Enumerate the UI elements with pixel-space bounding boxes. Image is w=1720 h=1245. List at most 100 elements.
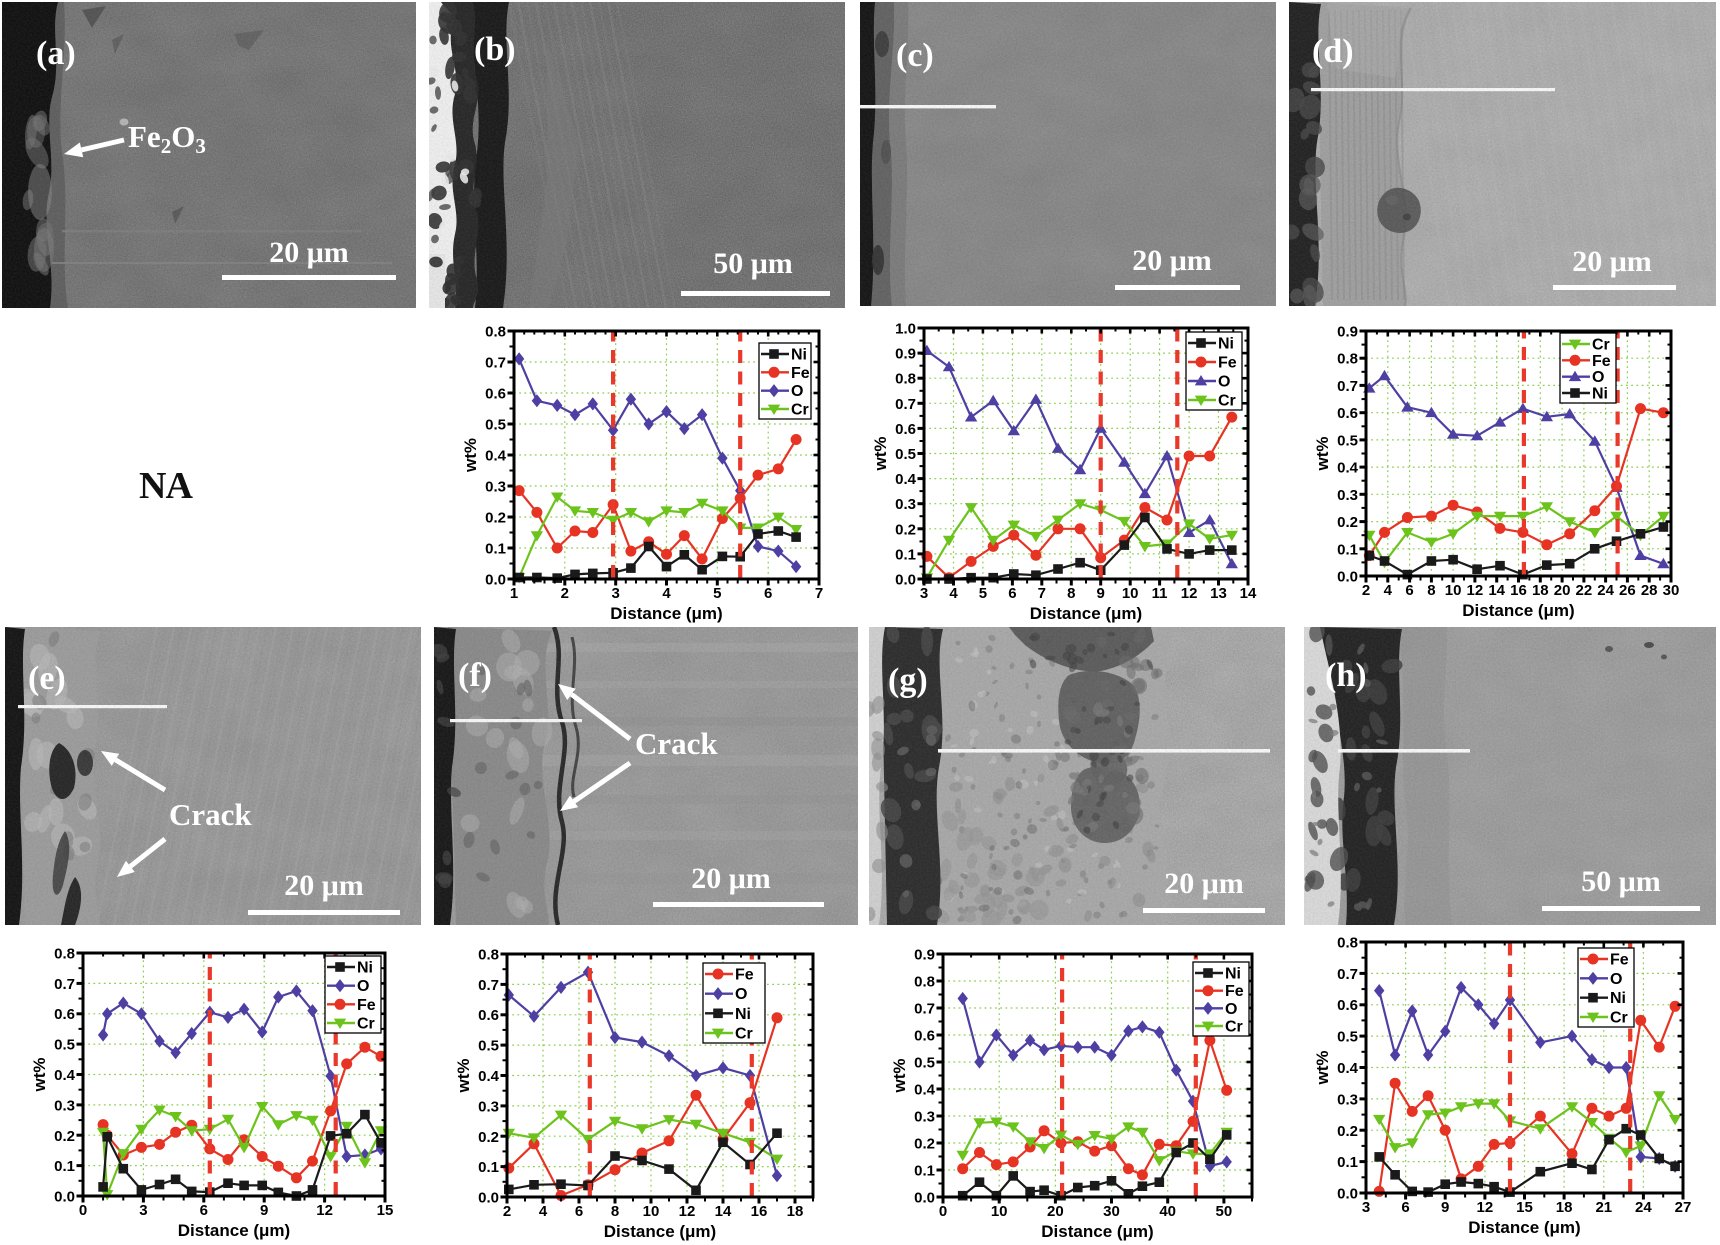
- svg-text:Ni: Ni: [1592, 386, 1608, 403]
- svg-text:14: 14: [715, 1203, 732, 1220]
- svg-text:0.7: 0.7: [914, 1001, 935, 1018]
- svg-text:4: 4: [539, 1203, 548, 1220]
- svg-text:wt%: wt%: [1313, 1051, 1332, 1086]
- svg-text:26: 26: [1619, 582, 1636, 599]
- svg-text:18: 18: [1556, 1199, 1573, 1216]
- svg-text:Fe: Fe: [1592, 353, 1611, 370]
- svg-text:(a): (a): [36, 35, 76, 72]
- svg-text:0.5: 0.5: [478, 1038, 499, 1055]
- svg-text:10: 10: [1445, 582, 1462, 599]
- svg-text:O: O: [791, 383, 803, 400]
- svg-text:22: 22: [1576, 582, 1593, 599]
- svg-text:6: 6: [1401, 1199, 1409, 1216]
- svg-text:0.2: 0.2: [478, 1129, 499, 1146]
- svg-text:O: O: [357, 978, 369, 995]
- svg-text:9: 9: [260, 1202, 268, 1219]
- svg-text:Cr: Cr: [357, 1016, 375, 1033]
- svg-text:4: 4: [949, 585, 958, 602]
- svg-text:0.4: 0.4: [54, 1067, 76, 1084]
- svg-text:0.7: 0.7: [1337, 966, 1358, 983]
- svg-text:13: 13: [1210, 585, 1227, 602]
- svg-text:15: 15: [1516, 1199, 1533, 1216]
- svg-text:0.5: 0.5: [914, 1055, 935, 1072]
- svg-text:3: 3: [920, 585, 928, 602]
- svg-text:2: 2: [503, 1203, 511, 1220]
- svg-text:(d): (d): [1312, 33, 1354, 70]
- svg-text:0.0: 0.0: [1337, 569, 1358, 586]
- svg-text:(e): (e): [28, 660, 66, 697]
- svg-text:11: 11: [1152, 585, 1168, 602]
- svg-text:0.4: 0.4: [1337, 460, 1359, 477]
- svg-text:6: 6: [575, 1203, 583, 1220]
- svg-text:0.8: 0.8: [1337, 935, 1358, 952]
- svg-text:0.3: 0.3: [54, 1097, 75, 1114]
- svg-text:Ni: Ni: [1218, 336, 1234, 353]
- svg-text:0.5: 0.5: [895, 446, 916, 463]
- svg-text:(b): (b): [474, 31, 516, 68]
- svg-text:0.7: 0.7: [54, 976, 75, 993]
- svg-text:7: 7: [815, 585, 823, 602]
- svg-text:3: 3: [139, 1202, 147, 1219]
- svg-text:0.4: 0.4: [914, 1082, 936, 1099]
- svg-text:0.8: 0.8: [54, 946, 75, 963]
- svg-text:0.2: 0.2: [1337, 1123, 1358, 1140]
- svg-text:wt%: wt%: [30, 1058, 49, 1093]
- svg-text:0.0: 0.0: [54, 1189, 75, 1206]
- svg-text:0.8: 0.8: [485, 324, 506, 341]
- svg-text:O: O: [1610, 971, 1622, 988]
- svg-text:0.8: 0.8: [478, 947, 499, 964]
- svg-text:20 μm: 20 μm: [269, 236, 349, 269]
- svg-text:0.9: 0.9: [1337, 324, 1358, 341]
- svg-text:0.7: 0.7: [895, 396, 916, 413]
- svg-text:0.4: 0.4: [485, 448, 507, 465]
- svg-text:Cr: Cr: [791, 402, 809, 419]
- svg-text:Cr: Cr: [1225, 1019, 1243, 1036]
- svg-text:Distance (μm): Distance (μm): [610, 604, 722, 623]
- svg-text:Cr: Cr: [1610, 1010, 1628, 1027]
- svg-text:0: 0: [79, 1202, 87, 1219]
- svg-text:0.5: 0.5: [485, 417, 506, 434]
- svg-text:Ni: Ni: [791, 347, 807, 364]
- svg-text:Fe: Fe: [357, 997, 376, 1014]
- svg-text:O: O: [1592, 369, 1604, 386]
- svg-text:16: 16: [1510, 582, 1527, 599]
- svg-text:0.6: 0.6: [485, 386, 506, 403]
- svg-text:4: 4: [662, 585, 671, 602]
- svg-text:Distance (μm): Distance (μm): [604, 1222, 716, 1241]
- svg-text:28: 28: [1641, 582, 1658, 599]
- svg-text:18: 18: [1532, 582, 1549, 599]
- svg-text:Distance (μm): Distance (μm): [1462, 601, 1574, 620]
- svg-text:20 μm: 20 μm: [1572, 245, 1652, 278]
- svg-text:Cr: Cr: [735, 1026, 753, 1043]
- svg-text:Ni: Ni: [1610, 990, 1626, 1007]
- svg-text:0.0: 0.0: [485, 572, 506, 589]
- svg-text:2: 2: [1362, 582, 1370, 599]
- svg-text:8: 8: [1067, 585, 1075, 602]
- svg-text:0.1: 0.1: [54, 1158, 75, 1175]
- svg-text:Crack: Crack: [169, 797, 252, 832]
- svg-text:O: O: [735, 986, 747, 1003]
- svg-text:0.6: 0.6: [1337, 997, 1358, 1014]
- svg-text:9: 9: [1441, 1199, 1449, 1216]
- svg-text:wt%: wt%: [1313, 437, 1332, 472]
- svg-text:(h): (h): [1325, 657, 1367, 694]
- svg-text:10: 10: [991, 1203, 1008, 1220]
- svg-text:wt%: wt%: [461, 438, 480, 473]
- svg-text:0.6: 0.6: [895, 421, 916, 438]
- svg-text:12: 12: [1477, 1199, 1494, 1216]
- svg-text:wt%: wt%: [890, 1059, 909, 1094]
- svg-text:20 μm: 20 μm: [1164, 867, 1244, 900]
- svg-text:Ni: Ni: [735, 1006, 751, 1023]
- svg-text:0.8: 0.8: [895, 371, 916, 388]
- svg-text:6: 6: [1008, 585, 1016, 602]
- svg-text:0: 0: [939, 1203, 947, 1220]
- svg-text:0.3: 0.3: [1337, 1091, 1358, 1108]
- svg-text:5: 5: [979, 585, 987, 602]
- svg-text:14: 14: [1240, 585, 1257, 602]
- svg-text:0.0: 0.0: [914, 1190, 935, 1207]
- svg-text:(f): (f): [458, 657, 492, 694]
- svg-text:0.1: 0.1: [1337, 541, 1358, 558]
- svg-text:0.1: 0.1: [1337, 1154, 1358, 1171]
- svg-text:12: 12: [1467, 582, 1484, 599]
- svg-text:30: 30: [1663, 582, 1680, 599]
